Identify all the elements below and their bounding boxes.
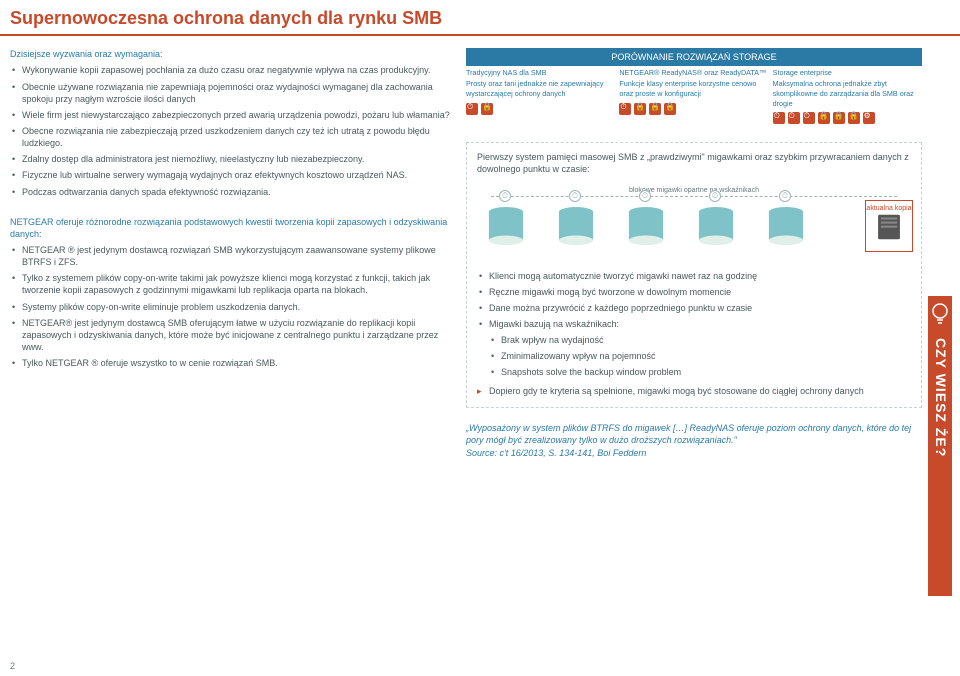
content-area: Dzisiejsze wyzwania oraz wymagania: Wyko… — [0, 36, 960, 459]
lightbulb-icon — [931, 302, 949, 329]
list-item: NETGEAR® jest jedynym dostawcą SMB oferu… — [10, 317, 450, 353]
list-item: NETGEAR ® jest jedynym dostawcą rozwiąza… — [10, 244, 450, 268]
timeline-tick-icon: ⏱ — [569, 190, 581, 202]
icon-row — [466, 103, 615, 115]
lock-icon — [481, 103, 493, 115]
compare-head: NETGEAR® ReadyNAS® oraz ReadyDATA™ — [619, 68, 768, 78]
lock-icon — [664, 103, 676, 115]
server-icon — [872, 212, 906, 242]
list-subitem: Zminimalizowany wpływ na pojemność — [477, 350, 911, 362]
gear-icon — [863, 112, 875, 124]
compare-col-netgear: NETGEAR® ReadyNAS® oraz ReadyDATA™ Funkc… — [619, 68, 768, 124]
list-item: Systemy plików copy-on-write eliminuje p… — [10, 301, 450, 313]
timeline-tick-icon: ⏱ — [639, 190, 651, 202]
benefits-final: Dopiero gdy te kryteria są spełnione, mi… — [477, 385, 911, 397]
ribbon-text: CZY WIESZ ŻE? — [931, 338, 950, 457]
list-item: Wykonywanie kopii zapasowej pochłania za… — [10, 64, 450, 76]
compare-col-traditional: Tradycyjny NAS dla SMB Prosty oraz tani … — [466, 68, 615, 124]
icon-row — [773, 112, 922, 124]
list-subitem: Brak wpływ na wydajność — [477, 334, 911, 346]
lock-icon — [848, 112, 860, 124]
clock-icon — [773, 112, 785, 124]
list-item: Obecne rozwiązania nie zabezpieczają prz… — [10, 125, 450, 149]
compare-body: Maksymalna ochrona jednakże zbyt skompli… — [773, 79, 922, 108]
list-item: Tylko NETGEAR ® oferuje wszystko to w ce… — [10, 357, 450, 369]
snapshot-box: Pierwszy system pamięci masowej SMB z „p… — [466, 142, 922, 407]
comparison-title: PORÓWNANIE ROZWIĄZAŃ STORAGE — [466, 48, 922, 66]
section1-heading: Dzisiejsze wyzwania oraz wymagania: — [10, 48, 450, 60]
lock-icon — [833, 112, 845, 124]
list-item: Klienci mogą automatycznie tworzyć migaw… — [477, 270, 911, 282]
section2-heading: NETGEAR oferuje różnorodne rozwiązania p… — [10, 216, 450, 240]
disk-icon — [627, 206, 665, 248]
disk-icon — [487, 206, 525, 248]
compare-col-enterprise: Storage enterprise Maksymalna ochrona je… — [773, 68, 922, 124]
list-item: Obecnie używane rozwiązania nie zapewnia… — [10, 81, 450, 105]
current-snapshot-box: aktualna kopia — [865, 200, 913, 252]
timeline: blokowe migawki opartne na wskaźnikach ⏱… — [477, 188, 911, 260]
snapshot-lead: Pierwszy system pamięci masowej SMB z „p… — [477, 151, 911, 175]
quote-text: „Wyposażony w system plików BTRFS do mig… — [466, 423, 911, 446]
compare-head: Storage enterprise — [773, 68, 922, 78]
comparison-box: PORÓWNANIE ROZWIĄZAŃ STORAGE Tradycyjny … — [466, 48, 950, 124]
clock-icon — [788, 112, 800, 124]
list-item: Podczas odtwarzania danych spada efektyw… — [10, 186, 450, 198]
side-ribbon: CZY WIESZ ŻE? — [928, 296, 952, 596]
list-item: Ręczne migawki mogą być tworzone w dowol… — [477, 286, 911, 298]
disk-icon — [767, 206, 805, 248]
list-item: Tylko z systemem plików copy-on-write ta… — [10, 272, 450, 296]
list-item: Fizyczne lub wirtualne serwery wymagają … — [10, 169, 450, 181]
page-title: Supernowoczesna ochrona danych dla rynku… — [0, 0, 960, 36]
lock-icon — [634, 103, 646, 115]
page-number: 2 — [10, 660, 15, 672]
list-subitem: Snapshots solve the backup window proble… — [477, 366, 911, 378]
lock-icon — [649, 103, 661, 115]
clock-icon — [466, 103, 478, 115]
timeline-tick-icon: ⏱ — [499, 190, 511, 202]
timeline-line — [491, 196, 897, 197]
list-item: Wiele firm jest niewystarczająco zabezpi… — [10, 109, 450, 121]
clock-icon — [619, 103, 631, 115]
list-item: Zdalny dostęp dla administratora jest ni… — [10, 153, 450, 165]
quote-source: Source: c't 16/2013, S. 134-141, Boi Fed… — [466, 448, 646, 458]
compare-body: Prosty oraz tani jednakże nie zapewniają… — [466, 79, 615, 98]
section2-list: NETGEAR ® jest jedynym dostawcą rozwiąza… — [10, 244, 450, 369]
disk-icon — [557, 206, 595, 248]
section1-list: Wykonywanie kopii zapasowej pochłania za… — [10, 64, 450, 197]
comparison-grid: Tradycyjny NAS dla SMB Prosty oraz tani … — [466, 68, 922, 124]
timeline-tick-icon: ⏱ — [709, 190, 721, 202]
clock-icon — [803, 112, 815, 124]
disk-icon — [697, 206, 735, 248]
list-item: Migawki bazują na wskaźnikach: — [477, 318, 911, 330]
compare-body: Funkcje klasy enterprise korzystne cenow… — [619, 79, 768, 98]
left-column: Dzisiejsze wyzwania oraz wymagania: Wyko… — [10, 48, 450, 459]
icon-row — [619, 103, 768, 115]
right-column: PORÓWNANIE ROZWIĄZAŃ STORAGE Tradycyjny … — [466, 48, 950, 459]
quote-block: „Wyposażony w system plików BTRFS do mig… — [466, 422, 922, 460]
timeline-tick-icon: ⏱ — [779, 190, 791, 202]
current-snapshot-label: aktualna kopia — [866, 205, 912, 213]
lock-icon — [818, 112, 830, 124]
compare-head: Tradycyjny NAS dla SMB — [466, 68, 615, 78]
list-item: Dane można przywrócić z każdego poprzedn… — [477, 302, 911, 314]
benefits-list: Klienci mogą automatycznie tworzyć migaw… — [477, 270, 911, 397]
